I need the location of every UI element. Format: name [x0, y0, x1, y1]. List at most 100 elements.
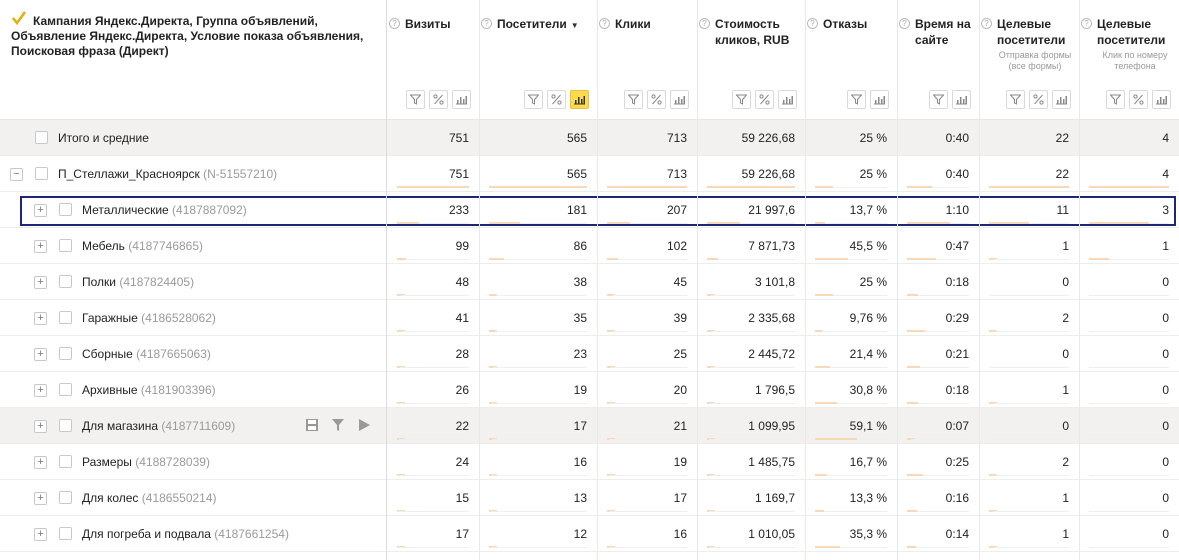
filter-icon[interactable]: [406, 90, 425, 109]
expand-button[interactable]: +: [34, 312, 47, 325]
bar-chart-icon[interactable]: [952, 90, 971, 109]
metric-header-cost[interactable]: ? Стоимость кликов, RUB: [697, 0, 805, 120]
expand-button[interactable]: +: [34, 240, 47, 253]
expand-button[interactable]: +: [34, 348, 47, 361]
row-label[interactable]: Для погреба и подвала (4187661254): [82, 527, 289, 541]
help-icon[interactable]: ?: [481, 18, 492, 29]
row-label[interactable]: Металлические (4187887092): [82, 203, 247, 217]
checkmark-icon[interactable]: [11, 11, 27, 27]
metric-title[interactable]: ? Клики: [599, 16, 675, 32]
table-row[interactable]: + Размеры (4188728039) 24 16 19 1 485,75 16,7 …: [0, 444, 1179, 480]
percent-icon[interactable]: [1129, 90, 1148, 109]
totals-row[interactable]: Итого и средние 751 565 713 59 226,68 25 % 0:4…: [0, 120, 1179, 156]
bar-chart-icon[interactable]: [1052, 90, 1071, 109]
help-icon[interactable]: ?: [899, 18, 910, 29]
expand-button[interactable]: +: [34, 384, 47, 397]
filter-icon[interactable]: [1106, 90, 1125, 109]
metric-title[interactable]: ? Визиты: [389, 16, 475, 32]
expand-button[interactable]: +: [34, 204, 47, 217]
expand-button[interactable]: +: [34, 276, 47, 289]
row-checkbox[interactable]: [59, 239, 72, 252]
row-label[interactable]: П_Стеллажи_Красноярск (N-51557210): [58, 167, 277, 181]
bar-chart-icon[interactable]: [870, 90, 889, 109]
metric-title[interactable]: ? Целевые посетители: [981, 16, 1077, 48]
metric-title[interactable]: ? Отказы: [807, 16, 893, 32]
row-checkbox[interactable]: [59, 347, 72, 360]
metric-title[interactable]: ? Посетители ▼: [481, 16, 587, 34]
cell-share-track: [492, 403, 587, 404]
row-label[interactable]: Размеры (4188728039): [82, 455, 210, 469]
filter-icon[interactable]: [929, 90, 948, 109]
row-label[interactable]: Гаражные (4186528062): [82, 311, 216, 325]
table-row[interactable]: + Для погреба и подвала (4187661254) 17 12 1…: [0, 516, 1179, 552]
help-icon[interactable]: ?: [599, 18, 610, 29]
table-row[interactable]: + Мебель (4187746865) 99 86 102 7 871,73 45,5 …: [0, 228, 1179, 264]
expand-button[interactable]: +: [34, 528, 47, 541]
percent-icon[interactable]: [1029, 90, 1048, 109]
table-row[interactable]: − П_Стеллажи_Красноярск (N-51557210) 751 56…: [0, 156, 1179, 192]
metric-title[interactable]: ? Целевые посетители: [1081, 16, 1172, 48]
row-checkbox[interactable]: [59, 275, 72, 288]
row-label[interactable]: Для колес (4186550214): [82, 491, 217, 505]
filter-icon[interactable]: [524, 90, 543, 109]
table-row[interactable]: + Для магазина (4187711609) 22 17 21 1 099,95…: [0, 408, 1179, 444]
row-checkbox[interactable]: [59, 203, 72, 216]
metric-title[interactable]: ? Время на сайте: [899, 16, 975, 48]
row-label[interactable]: Архивные (4181903396): [82, 383, 216, 397]
filter-icon[interactable]: [331, 418, 345, 432]
help-icon[interactable]: ?: [1081, 18, 1092, 29]
help-icon[interactable]: ?: [981, 18, 992, 29]
metric-header-visitors[interactable]: ? Посетители ▼: [479, 0, 597, 120]
row-checkbox[interactable]: [59, 419, 72, 432]
percent-icon[interactable]: [755, 90, 774, 109]
row-checkbox[interactable]: [35, 131, 48, 144]
row-checkbox[interactable]: [35, 167, 48, 180]
table-row[interactable]: + Гаражные (4186528062) 41 35 39 2 335,68 9,76…: [0, 300, 1179, 336]
metric-header-goal1[interactable]: ? Целевые посетители Отправка формы (все ф…: [979, 0, 1079, 120]
expand-button[interactable]: +: [34, 456, 47, 469]
table-row[interactable]: + Сборные (4187665063) 28 23 25 2 445,72 21,4 …: [0, 336, 1179, 372]
filter-icon[interactable]: [1006, 90, 1025, 109]
table-row[interactable]: + Архивные (4181903396) 26 19 20 1 796,5 30,8 …: [0, 372, 1179, 408]
sort-desc-icon[interactable]: ▼: [570, 21, 579, 30]
expand-button[interactable]: +: [34, 492, 47, 505]
percent-icon[interactable]: [547, 90, 566, 109]
percent-icon[interactable]: [429, 90, 448, 109]
filter-icon[interactable]: [624, 90, 643, 109]
metric-header-time[interactable]: ? Время на сайте: [897, 0, 979, 120]
play-icon[interactable]: [357, 418, 371, 432]
help-icon[interactable]: ?: [699, 18, 710, 29]
collapse-button[interactable]: −: [10, 168, 23, 181]
column-divider[interactable]: [386, 0, 387, 560]
help-icon[interactable]: ?: [807, 18, 818, 29]
filter-icon[interactable]: [847, 90, 866, 109]
filter-icon[interactable]: [732, 90, 751, 109]
row-label[interactable]: Полки (4187824405): [82, 275, 194, 289]
metric-header-bounce[interactable]: ? Отказы: [805, 0, 897, 120]
bar-chart-icon[interactable]: [1152, 90, 1171, 109]
row-checkbox[interactable]: [59, 311, 72, 324]
row-checkbox[interactable]: [59, 527, 72, 540]
metric-header-goal2[interactable]: ? Целевые посетители Клик по номеру телефо…: [1079, 0, 1179, 120]
table-row[interactable]: + Металлические (4187887092) 233 181 207 21 9…: [0, 192, 1179, 228]
row-label[interactable]: Для магазина (4187711609): [82, 419, 235, 433]
bar-chart-icon[interactable]: [570, 90, 589, 109]
dimension-header-cell[interactable]: Кампания Яндекс.Директа, Группа объявлен…: [0, 0, 386, 120]
metric-header-visits[interactable]: ? Визиты: [387, 0, 479, 120]
metric-title[interactable]: ? Стоимость кликов, RUB: [699, 16, 805, 48]
row-label[interactable]: Сборные (4187665063): [82, 347, 211, 361]
row-checkbox[interactable]: [59, 383, 72, 396]
row-checkbox[interactable]: [59, 491, 72, 504]
bar-chart-icon[interactable]: [778, 90, 797, 109]
bar-chart-icon[interactable]: [452, 90, 471, 109]
table-row[interactable]: + Полки (4187824405) 48 38 45 3 101,8 25 % 0:18…: [0, 264, 1179, 300]
save-icon[interactable]: [305, 418, 319, 432]
metric-header-clicks[interactable]: ? Клики: [597, 0, 697, 120]
expand-button[interactable]: +: [34, 420, 47, 433]
percent-icon[interactable]: [647, 90, 666, 109]
help-icon[interactable]: ?: [389, 18, 400, 29]
row-checkbox[interactable]: [59, 455, 72, 468]
bar-chart-icon[interactable]: [670, 90, 689, 109]
table-row[interactable]: + Для колес (4186550214) 15 13 17 1 169,7 13,3…: [0, 480, 1179, 516]
row-label[interactable]: Мебель (4187746865): [82, 239, 203, 253]
